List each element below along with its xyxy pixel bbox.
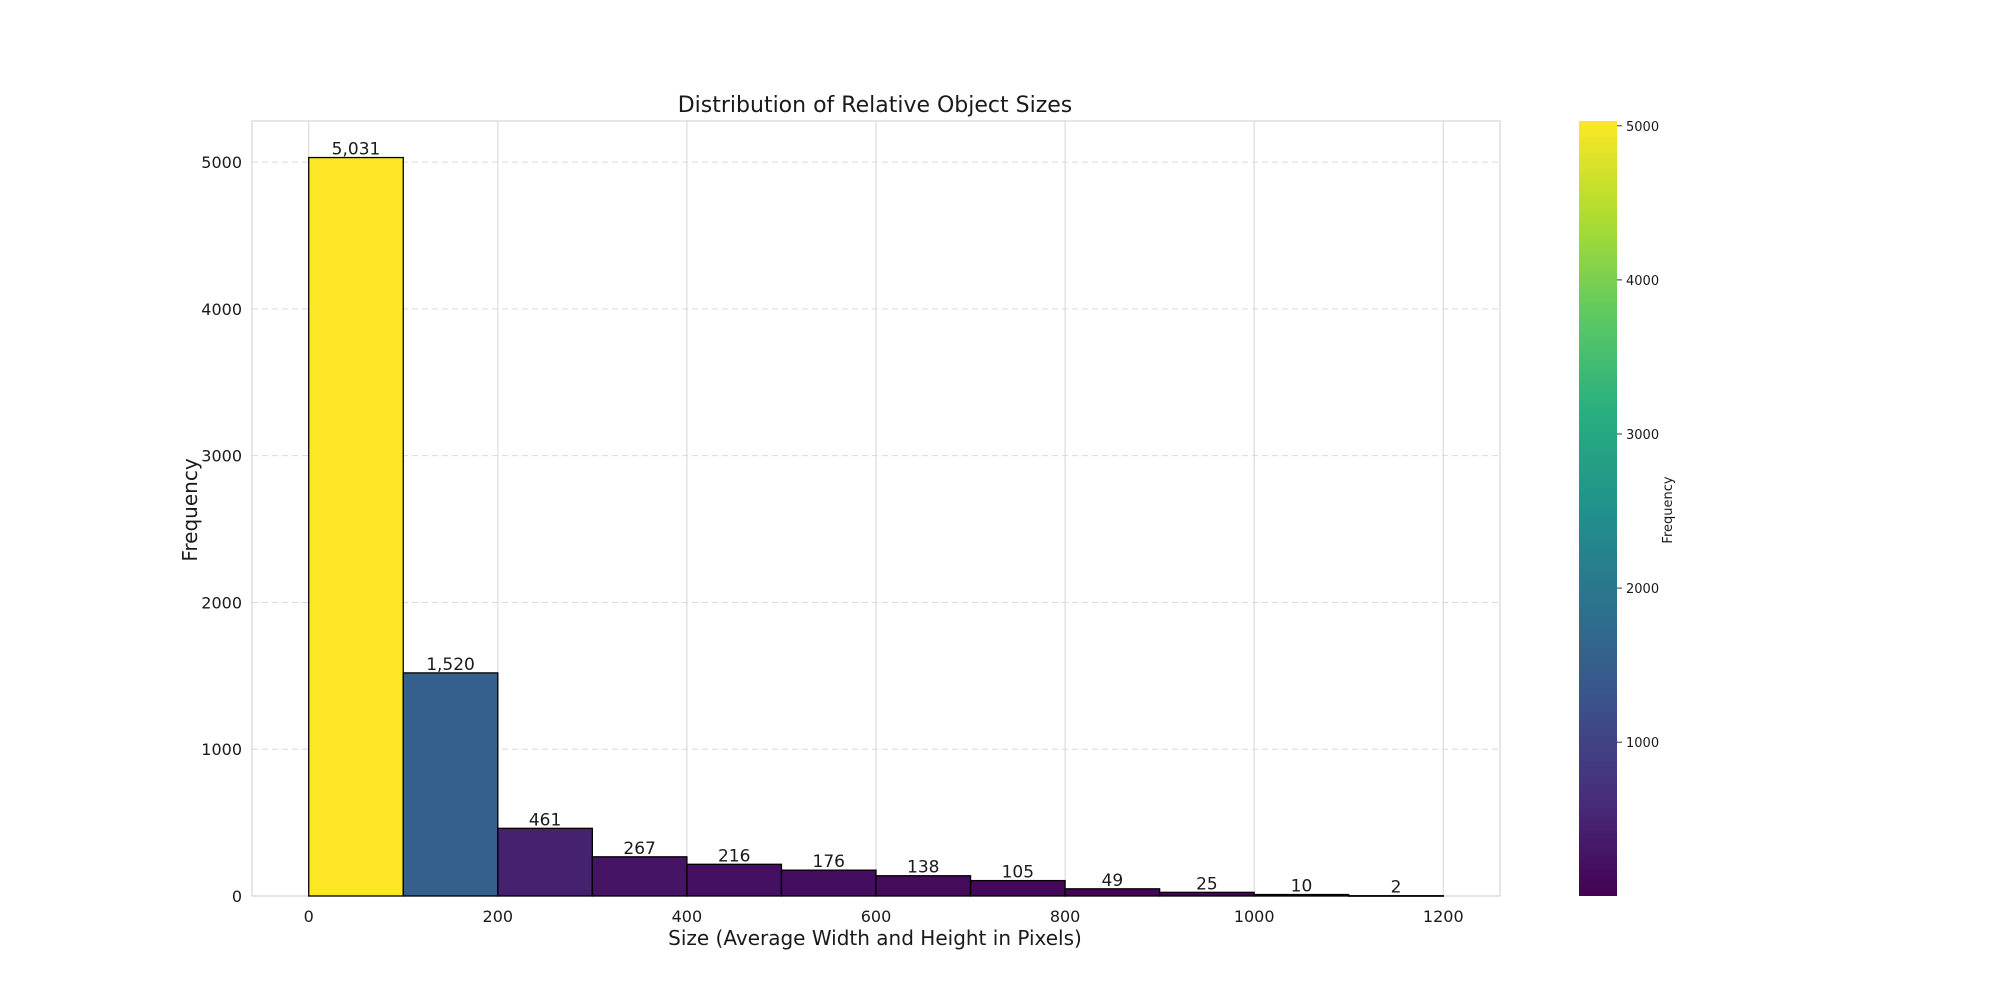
colorbar-gradient (1579, 121, 1617, 896)
x-axis-label: Size (Average Width and Height in Pixels… (668, 926, 1082, 950)
colorbar-tick-label: 5000 (1626, 120, 1659, 135)
bar-value-label: 216 (718, 846, 750, 866)
y-axis-ticks: 0 1000 2000 3000 4000 5000 (201, 153, 242, 906)
x-tick-label: 1000 (1234, 907, 1275, 926)
bar-value-label: 138 (907, 858, 939, 878)
x-tick-label: 400 (672, 907, 703, 926)
bar-value-label: 5,031 (332, 140, 381, 160)
x-tick-label: 0 (304, 907, 314, 926)
colorbar-tick-label: 1000 (1626, 736, 1659, 751)
histogram-bar (875, 875, 972, 897)
histogram-bar (686, 863, 783, 897)
bar-value-label: 461 (529, 810, 561, 830)
y-tick-label: 2000 (201, 593, 242, 612)
y-axis-label: Frequency (178, 458, 202, 561)
bar-value-labels: 5,031 1,520 461 267 216 176 138 105 49 25 10 2 (332, 140, 1402, 898)
histogram-bar (1348, 895, 1444, 897)
colorbar: 1000 2000 3000 4000 5000 Frequency (1579, 120, 1676, 896)
bar-value-label: 10 (1291, 877, 1313, 897)
colorbar-tick-label: 3000 (1626, 428, 1659, 443)
bar-value-label: 267 (623, 839, 655, 859)
histogram-bar (780, 869, 877, 897)
x-tick-label: 600 (861, 907, 892, 926)
x-tick-label: 1200 (1423, 907, 1464, 926)
y-tick-label: 5000 (201, 153, 242, 172)
y-tick-label: 3000 (201, 447, 242, 466)
histogram-bar (591, 856, 688, 897)
y-tick-label: 0 (232, 887, 242, 906)
colorbar-tick-label: 2000 (1626, 582, 1659, 597)
x-tick-label: 800 (1050, 907, 1081, 926)
bar-value-label: 176 (813, 852, 845, 872)
colorbar-ticks: 1000 2000 3000 4000 5000 (1617, 120, 1659, 751)
y-tick-label: 1000 (201, 740, 242, 759)
histogram-bar (402, 672, 499, 897)
histogram-bar (497, 827, 594, 897)
grid-lines (252, 121, 1500, 896)
histogram-bar (308, 156, 404, 897)
y-tick-label: 4000 (201, 300, 242, 319)
bar-value-label: 1,520 (426, 655, 475, 675)
chart-title: Distribution of Relative Object Sizes (678, 93, 1073, 118)
x-tick-label: 200 (483, 907, 514, 926)
colorbar-label: Frequency (1661, 476, 1676, 543)
bar-value-label: 49 (1102, 871, 1124, 891)
histogram-bar (969, 879, 1066, 897)
colorbar-tick-label: 4000 (1626, 274, 1659, 289)
bar-value-label: 25 (1196, 874, 1218, 894)
histogram-bars (308, 156, 1444, 897)
bar-value-label: 105 (1002, 863, 1034, 883)
bar-value-label: 2 (1391, 878, 1402, 898)
x-axis-ticks: 0 200 400 600 800 1000 1200 (304, 907, 1464, 926)
